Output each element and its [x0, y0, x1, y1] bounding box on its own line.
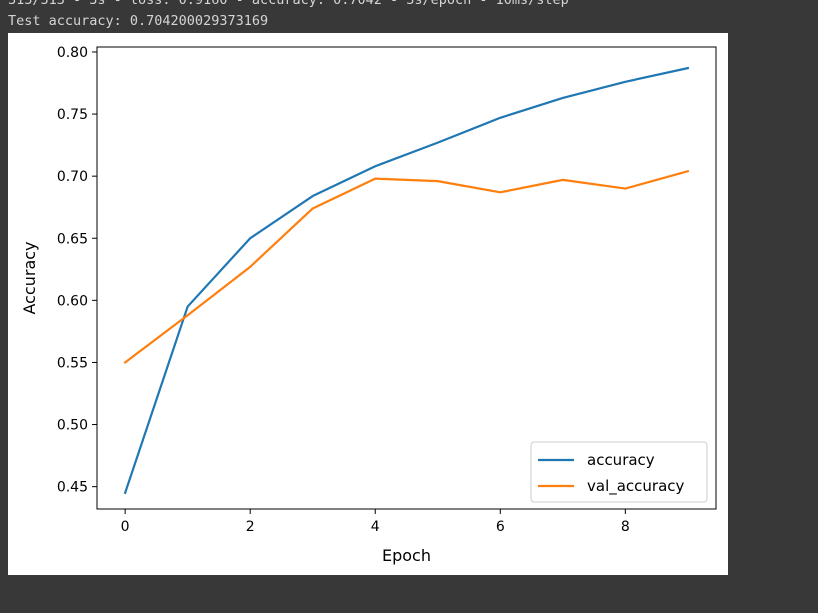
- test-accuracy-output: Test accuracy: 0.704200029373169: [8, 13, 269, 29]
- series-line-accuracy: [123, 66, 690, 495]
- legend-label-accuracy: accuracy: [587, 451, 655, 469]
- y-tick-label: 0.65: [57, 231, 88, 247]
- y-tick-label: 0.75: [57, 107, 88, 123]
- x-tick-label: 2: [246, 519, 255, 535]
- console-output-line: 313/313 - 3s - loss: 0.9160 - accuracy: …: [8, 0, 569, 8]
- legend-box: [530, 441, 708, 503]
- y-tick-label: 0.50: [57, 418, 88, 434]
- plot-figure: 0 2 4 6 8 0.45 0.50 0.55 0.60 0.65 0.70 0.75 0.80 Ep…: [8, 33, 728, 575]
- y-tick-label: 0.45: [57, 480, 88, 496]
- legend-label-val-accuracy: val_accuracy: [587, 477, 685, 496]
- x-tick-label: 0: [121, 519, 130, 535]
- x-tick-label: 6: [496, 519, 505, 535]
- y-axis-label: Accuracy: [20, 241, 39, 314]
- legend: accuracy val_accuracy: [530, 441, 708, 503]
- y-tick-label: 0.55: [57, 355, 88, 371]
- y-tick-label: 0.80: [57, 45, 88, 61]
- accuracy-chart: 0 2 4 6 8 0.45 0.50 0.55 0.60 0.65 0.70 0.75 0.80 Ep…: [20, 45, 717, 565]
- x-tick-label: 8: [621, 519, 630, 535]
- y-tick-label: 0.70: [57, 169, 88, 185]
- y-tick-label: 0.60: [57, 293, 88, 309]
- series-line-val-accuracy: [123, 169, 690, 364]
- x-tick-label: 4: [371, 519, 380, 535]
- x-axis-label: Epoch: [382, 546, 431, 565]
- axes-frame: [96, 46, 717, 510]
